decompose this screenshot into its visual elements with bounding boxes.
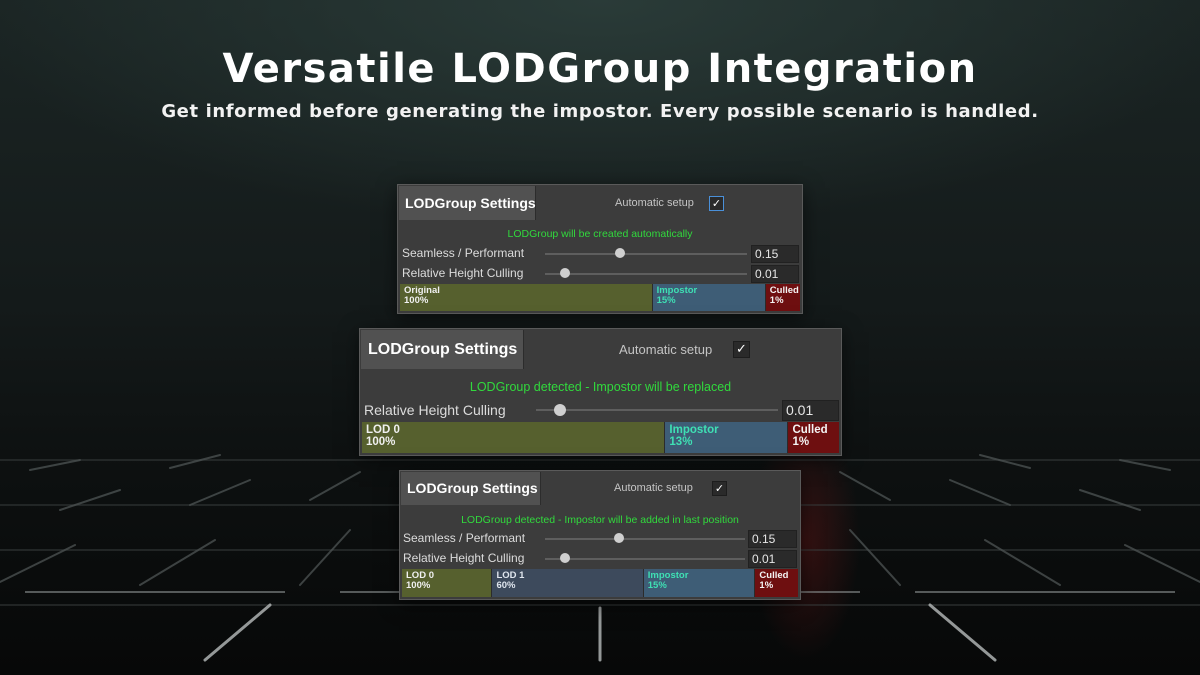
status-message: LODGroup detected - Impostor will be add… (461, 514, 739, 526)
slider-thumb[interactable] (560, 268, 571, 278)
lod-segment-culled[interactable]: Culled 1% (754, 569, 798, 597)
panel-title: LODGroup Settings (361, 330, 524, 369)
slider-track[interactable] (545, 273, 747, 275)
slider-track[interactable] (536, 409, 778, 411)
lod-segment-culled[interactable]: Culled 1% (787, 422, 839, 453)
slider-value-field[interactable]: 0.01 (748, 550, 797, 568)
lod-name: LOD 0 (406, 570, 434, 581)
lod-name: Culled (769, 285, 799, 296)
slider-row-height-culling: Relative Height Culling 0.01 (400, 549, 800, 569)
lod-name: LOD 0 (366, 424, 400, 436)
slider-row-height-culling: Relative Height Culling 0.01 (360, 398, 841, 422)
slider-thumb[interactable] (614, 248, 625, 258)
lodgroup-panel-append: LODGroup Settings Automatic setup ✓ LODG… (399, 470, 801, 600)
slider-label: Seamless / Performant (402, 246, 525, 260)
lod-bar: LOD 0 100% Impostor 13% Culled 1% (362, 422, 839, 453)
headline: Versatile LODGroup Integration (222, 46, 978, 92)
lod-segment-lod-1[interactable]: LOD 1 60% (491, 569, 643, 597)
slider-value-field[interactable]: 0.15 (751, 245, 799, 263)
lod-percent: 1% (769, 294, 784, 306)
lod-segment-lod-0[interactable]: LOD 0 100% (402, 569, 492, 597)
automatic-setup-label: Automatic setup (619, 342, 713, 357)
subline: Get informed before generating the impos… (161, 101, 1039, 122)
slider-value-field[interactable]: 0.15 (748, 530, 797, 548)
slider-thumb[interactable] (560, 553, 570, 563)
lod-name: Impostor (647, 570, 689, 581)
slider-track[interactable] (545, 558, 745, 560)
status-message: LODGroup will be created automatically (507, 228, 693, 240)
lodgroup-panel-replace: LODGroup Settings Automatic setup ✓ LODG… (359, 328, 842, 456)
lod-percent: 100% (366, 436, 396, 449)
slider-thumb[interactable] (554, 404, 567, 416)
slider-track[interactable] (545, 253, 747, 255)
slider-label: Relative Height Culling (402, 266, 524, 280)
automatic-setup-checkbox[interactable]: ✓ (712, 481, 727, 496)
automatic-setup-checkbox[interactable]: ✓ (733, 341, 750, 358)
slider-row-seamless: Seamless / Performant 0.15 (398, 244, 802, 264)
lod-segment-impostor[interactable]: Impostor 15% (651, 284, 765, 311)
slider-label: Relative Height Culling (403, 551, 525, 565)
lod-percent: 1% (759, 579, 774, 591)
lod-name: LOD 1 (496, 570, 525, 581)
lod-name: Impostor (669, 424, 719, 436)
lod-name: Culled (792, 424, 828, 436)
lod-name: Culled (759, 570, 789, 581)
slider-value-field[interactable]: 0.01 (782, 400, 839, 421)
status-message: LODGroup detected - Impostor will be rep… (469, 380, 732, 394)
lod-segment-original[interactable]: Original 100% (400, 284, 652, 311)
lod-percent: 13% (669, 436, 693, 449)
checkmark-icon: ✓ (736, 342, 747, 357)
slider-thumb[interactable] (614, 533, 624, 543)
checkmark-icon: ✓ (711, 197, 722, 210)
lod-percent: 15% (656, 294, 676, 306)
slider-value-field[interactable]: 0.01 (751, 265, 799, 283)
lod-bar: LOD 0 100% LOD 1 60% Impostor 15% Culled 1% (402, 569, 798, 597)
slider-row-height-culling: Relative Height Culling 0.01 (398, 264, 802, 284)
automatic-setup-label: Automatic setup (614, 482, 693, 494)
lod-segment-impostor[interactable]: Impostor 13% (664, 422, 788, 453)
lod-segment-lod-0[interactable]: LOD 0 100% (362, 422, 665, 453)
checkmark-icon: ✓ (714, 482, 725, 495)
lodgroup-panel-create: LODGroup Settings Automatic setup ✓ LODG… (397, 184, 803, 314)
panel-title: LODGroup Settings (401, 472, 541, 505)
lod-percent: 100% (406, 579, 431, 591)
lod-percent: 100% (404, 294, 429, 306)
lod-segment-impostor[interactable]: Impostor 15% (642, 569, 755, 597)
slider-label: Relative Height Culling (364, 402, 506, 418)
lod-percent: 60% (496, 579, 516, 591)
automatic-setup-checkbox[interactable]: ✓ (709, 196, 724, 211)
lod-name: Impostor (656, 285, 698, 296)
lod-bar: Original 100% Impostor 15% Culled 1% (400, 284, 800, 311)
panel-title: LODGroup Settings (399, 186, 536, 220)
lod-percent: 1% (792, 436, 810, 449)
lod-segment-culled[interactable]: Culled 1% (764, 284, 800, 311)
slider-track[interactable] (545, 538, 745, 540)
lod-percent: 15% (647, 579, 667, 591)
automatic-setup-label: Automatic setup (615, 197, 694, 209)
slider-row-seamless: Seamless / Performant 0.15 (400, 529, 800, 549)
slider-label: Seamless / Performant (403, 531, 526, 545)
lod-name: Original (404, 285, 440, 296)
